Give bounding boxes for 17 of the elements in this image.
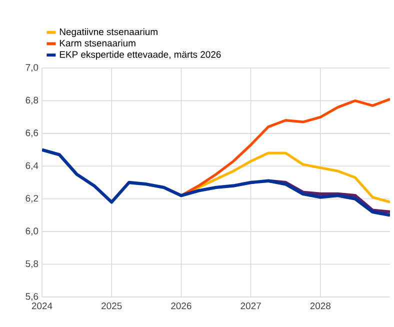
- y-tick-label: 6,4: [26, 162, 38, 170]
- line-series: [42, 148, 390, 217]
- y-tick-label: 6,6: [26, 130, 38, 138]
- legend-label: EKP ekspertide ettevaade, märts 2026: [60, 50, 221, 60]
- y-tick-label: 6,0: [26, 228, 38, 236]
- x-tick-label: 2024: [32, 302, 52, 310]
- x-tick-label: 2027: [240, 302, 261, 310]
- y-tick-label: 7,0: [26, 64, 38, 72]
- x-tick-label: 2026: [171, 302, 192, 310]
- y-tick-label: 6,2: [26, 194, 38, 203]
- legend-label: Karm stsenaarium: [60, 40, 136, 46]
- y-tick-label: 5,8: [26, 260, 38, 268]
- x-tick-label: 2025: [102, 302, 122, 310]
- y-tick-label: 5,6: [26, 293, 38, 301]
- x-tick-label: 2028: [310, 302, 331, 310]
- legend-label: Negatiivne stsenaarium: [60, 28, 158, 38]
- y-tick-label: 6,8: [26, 96, 38, 105]
